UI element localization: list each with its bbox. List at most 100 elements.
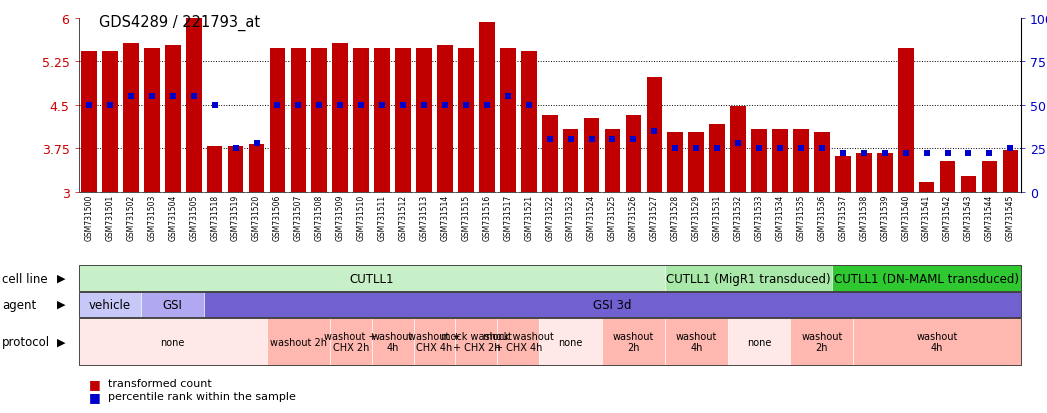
Text: GSM731534: GSM731534 xyxy=(776,194,784,240)
Bar xyxy=(332,43,348,192)
Bar xyxy=(772,130,787,192)
Text: washout
4h: washout 4h xyxy=(916,331,958,353)
Text: mock washout
+ CHX 2h: mock washout + CHX 2h xyxy=(441,331,512,353)
Text: GSM731511: GSM731511 xyxy=(378,194,386,240)
Bar xyxy=(794,130,808,192)
Bar xyxy=(164,46,180,192)
Bar xyxy=(269,49,285,192)
Bar xyxy=(855,153,871,192)
Text: mock washout
+ CHX 4h: mock washout + CHX 4h xyxy=(483,331,554,353)
Bar xyxy=(730,107,745,192)
Text: GSM731520: GSM731520 xyxy=(252,194,261,240)
Text: washout +
CHX 4h: washout + CHX 4h xyxy=(408,331,461,353)
Text: GSM731513: GSM731513 xyxy=(420,194,428,240)
Text: GSM731540: GSM731540 xyxy=(901,194,910,240)
Bar xyxy=(688,133,704,192)
Bar xyxy=(960,176,976,192)
Text: CUTLL1 (MigR1 transduced): CUTLL1 (MigR1 transduced) xyxy=(666,272,831,285)
Text: GSM731507: GSM731507 xyxy=(294,194,303,240)
Text: protocol: protocol xyxy=(2,335,50,348)
Text: GSM731505: GSM731505 xyxy=(190,194,198,240)
Bar xyxy=(499,49,515,192)
Text: none: none xyxy=(558,337,583,347)
Bar xyxy=(541,116,557,192)
Text: GSM731503: GSM731503 xyxy=(148,194,156,240)
Bar xyxy=(311,49,327,192)
Text: GSM731504: GSM731504 xyxy=(169,194,177,240)
Text: washout
2h: washout 2h xyxy=(612,331,654,353)
Bar xyxy=(102,52,117,192)
Text: GSM731525: GSM731525 xyxy=(608,194,617,240)
Text: GSM731502: GSM731502 xyxy=(127,194,135,240)
Text: GSM731523: GSM731523 xyxy=(566,194,575,240)
Text: GSM731514: GSM731514 xyxy=(441,194,449,240)
Text: GSM731509: GSM731509 xyxy=(336,194,344,240)
Text: GSM731518: GSM731518 xyxy=(210,194,219,240)
Bar xyxy=(1002,150,1018,192)
Text: washout
4h: washout 4h xyxy=(372,331,414,353)
Bar xyxy=(646,78,662,192)
Bar xyxy=(814,133,829,192)
Text: GSM731516: GSM731516 xyxy=(483,194,491,240)
Bar xyxy=(227,147,243,192)
Bar xyxy=(520,52,536,192)
Text: ▶: ▶ xyxy=(57,273,65,283)
Bar xyxy=(206,147,222,192)
Bar xyxy=(81,52,96,192)
Bar xyxy=(939,162,955,192)
Text: GSM731536: GSM731536 xyxy=(818,194,826,240)
Text: GSM731526: GSM731526 xyxy=(629,194,638,240)
Text: GSM731532: GSM731532 xyxy=(734,194,742,240)
Text: none: none xyxy=(747,337,772,347)
Text: GSM731543: GSM731543 xyxy=(964,194,973,240)
Bar xyxy=(185,19,201,192)
Text: GSM731512: GSM731512 xyxy=(399,194,407,240)
Text: GSM731519: GSM731519 xyxy=(231,194,240,240)
Text: GSM731531: GSM731531 xyxy=(713,194,721,240)
Text: GSM731542: GSM731542 xyxy=(943,194,952,240)
Text: cell line: cell line xyxy=(2,272,48,285)
Bar xyxy=(583,119,599,192)
Text: vehicle: vehicle xyxy=(89,298,131,311)
Text: washout
4h: washout 4h xyxy=(675,331,717,353)
Text: GSM731537: GSM731537 xyxy=(839,194,847,240)
Bar xyxy=(395,49,410,192)
Bar xyxy=(416,49,431,192)
Text: GSI 3d: GSI 3d xyxy=(594,298,631,311)
Text: GSM731515: GSM731515 xyxy=(462,194,470,240)
Text: percentile rank within the sample: percentile rank within the sample xyxy=(108,392,295,401)
Bar xyxy=(248,145,264,192)
Text: washout
2h: washout 2h xyxy=(801,331,843,353)
Bar xyxy=(919,182,934,192)
Text: GDS4289 / 221793_at: GDS4289 / 221793_at xyxy=(99,14,261,31)
Text: GSM731524: GSM731524 xyxy=(587,194,596,240)
Text: ■: ■ xyxy=(89,390,101,403)
Text: CUTLL1 (DN-MAML transduced): CUTLL1 (DN-MAML transduced) xyxy=(834,272,1019,285)
Text: ■: ■ xyxy=(89,377,101,390)
Text: GSM731521: GSM731521 xyxy=(525,194,533,240)
Text: CUTLL1: CUTLL1 xyxy=(350,272,394,285)
Bar xyxy=(876,153,892,192)
Text: GSM731510: GSM731510 xyxy=(357,194,365,240)
Text: GSM731529: GSM731529 xyxy=(692,194,700,240)
Text: GSM731528: GSM731528 xyxy=(671,194,680,240)
Bar xyxy=(625,116,641,192)
Bar xyxy=(710,124,725,192)
Bar xyxy=(478,23,494,192)
Text: GSI: GSI xyxy=(163,298,182,311)
Text: GSM731501: GSM731501 xyxy=(106,194,114,240)
Text: GSM731541: GSM731541 xyxy=(922,194,931,240)
Bar xyxy=(897,49,913,192)
Bar xyxy=(374,49,389,192)
Text: GSM731522: GSM731522 xyxy=(545,194,554,240)
Bar xyxy=(458,49,473,192)
Bar xyxy=(562,130,578,192)
Text: ▶: ▶ xyxy=(57,299,65,309)
Bar xyxy=(981,162,997,192)
Bar xyxy=(836,156,850,192)
Bar xyxy=(353,49,369,192)
Bar xyxy=(437,46,452,192)
Text: GSM731506: GSM731506 xyxy=(273,194,282,240)
Bar xyxy=(122,43,138,192)
Text: GSM731500: GSM731500 xyxy=(85,194,93,240)
